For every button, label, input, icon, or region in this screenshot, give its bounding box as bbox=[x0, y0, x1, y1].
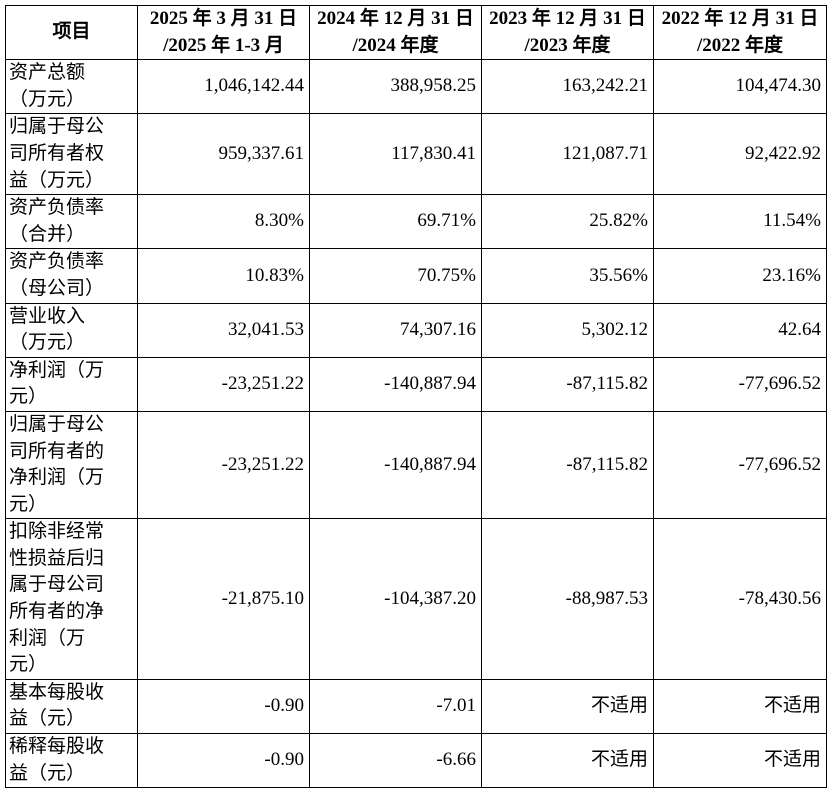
page: {"table": { "header": [ ["项目"], ["2025 年… bbox=[5, 4, 827, 788]
header-text: /2023 年度 bbox=[524, 34, 611, 56]
header-text: /2025 年 1-3 月 bbox=[163, 34, 284, 56]
value-cell: 23.16% bbox=[653, 248, 827, 304]
row-label-text: 资产负债率（合并） bbox=[9, 197, 105, 245]
value-cell: 42.64 bbox=[653, 302, 827, 358]
row-label: 资产负债率（合并） bbox=[5, 194, 138, 250]
table-body: 资产总额（万元） 1,046,142.44 388,958.25 163,242.21… bbox=[5, 59, 827, 788]
value-cell: 32,041.53 bbox=[137, 302, 310, 358]
header-text: 2024 年 12 月 31 日 bbox=[317, 8, 474, 29]
table-row: 基本每股收益（元） -0.90 -7.01 不适用 不适用 bbox=[5, 678, 827, 735]
value-cell: -23,251.22 bbox=[137, 356, 310, 412]
header-text: 2025 年 3 月 31 日 bbox=[149, 8, 298, 29]
row-label: 资产总额（万元） bbox=[5, 59, 138, 115]
header-text: 项目 bbox=[52, 21, 91, 43]
value-cell: 35.56% bbox=[481, 248, 654, 304]
header-cell: 2024 年 12 月 31 日/2024 年度 bbox=[309, 4, 482, 61]
value-cell: 69.71% bbox=[309, 194, 482, 250]
value-cell: 8.30% bbox=[137, 194, 310, 250]
header-text: /2024 年度 bbox=[352, 34, 439, 56]
value-cell: 92,422.92 bbox=[653, 113, 827, 196]
value-cell: 74,307.16 bbox=[309, 302, 482, 358]
value-cell: 5,302.12 bbox=[481, 302, 654, 358]
row-label: 营业收入（万元） bbox=[5, 302, 138, 358]
row-label-text: 资产负债率（母公司） bbox=[9, 251, 105, 299]
value-cell: 不适用 bbox=[481, 733, 654, 788]
table-row: 资产负债率（合并） 8.30% 69.71% 25.82% 11.54% bbox=[5, 194, 827, 250]
value-cell: -6.66 bbox=[309, 733, 482, 788]
row-label-text: 稀释每股收益（元） bbox=[9, 736, 105, 784]
value-cell: 25.82% bbox=[481, 194, 654, 250]
table-row: 资产负债率（母公司） 10.83% 70.75% 35.56% 23.16% bbox=[5, 248, 827, 304]
row-label: 净利润（万元） bbox=[5, 356, 138, 412]
value-cell: -78,430.56 bbox=[653, 518, 827, 680]
header-row: 项目 2025 年 3 月 31 日/2025 年 1-3 月 2024 年 12 … bbox=[5, 4, 827, 61]
row-label: 稀释每股收益（元） bbox=[5, 733, 138, 788]
table-row: 归属于母公司所有者权益（万元） 959,337.61 117,830.41 121,0… bbox=[5, 113, 827, 196]
row-label-text: 基本每股收益（元） bbox=[9, 681, 105, 730]
header-cell: 项目 bbox=[5, 4, 138, 61]
value-cell: 959,337.61 bbox=[137, 113, 310, 196]
value-cell: -23,251.22 bbox=[137, 410, 310, 520]
value-cell: -87,115.82 bbox=[481, 356, 654, 412]
table-row: 稀释每股收益（元） -0.90 -6.66 不适用 不适用 bbox=[5, 733, 827, 788]
header-text: 2022 年 12 月 31 日 bbox=[661, 8, 819, 29]
row-label-text: 扣除非经常性损益后归属于母公司所有者的净利润（万元） bbox=[9, 521, 105, 676]
value-cell: -104,387.20 bbox=[309, 518, 482, 680]
header-cell: 2025 年 3 月 31 日/2025 年 1-3 月 bbox=[137, 4, 310, 61]
value-cell: 104,474.30 bbox=[653, 59, 827, 115]
value-cell: -7.01 bbox=[309, 678, 482, 735]
value-cell: -88,987.53 bbox=[481, 518, 654, 680]
value-cell: -21,875.10 bbox=[137, 518, 310, 680]
header-text: 2023 年 12 月 31 日 bbox=[489, 8, 646, 29]
table-row: 资产总额（万元） 1,046,142.44 388,958.25 163,242.21… bbox=[5, 59, 827, 115]
value-cell: -0.90 bbox=[137, 733, 310, 788]
row-label-text: 归属于母公司所有者权益（万元） bbox=[9, 116, 105, 191]
value-cell: 11.54% bbox=[653, 194, 827, 250]
table-row: 营业收入（万元） 32,041.53 74,307.16 5,302.12 42.64 bbox=[5, 302, 827, 358]
row-label: 资产负债率（母公司） bbox=[5, 248, 138, 304]
row-label: 归属于母公司所有者权益（万元） bbox=[5, 113, 138, 196]
header-cell: 2022 年 12 月 31 日/2022 年度 bbox=[653, 4, 827, 61]
row-label-text: 资产总额（万元） bbox=[9, 62, 86, 110]
value-cell: -140,887.94 bbox=[309, 356, 482, 412]
value-cell: 不适用 bbox=[653, 733, 827, 788]
value-cell: 117,830.41 bbox=[309, 113, 482, 196]
value-cell: 不适用 bbox=[481, 678, 654, 735]
row-label: 归属于母公司所有者的净利润（万元） bbox=[5, 410, 138, 520]
table-row: 扣除非经常性损益后归属于母公司所有者的净利润（万元） -21,875.10 -104… bbox=[5, 518, 827, 680]
header-text: /2022 年度 bbox=[696, 34, 784, 56]
value-cell: 163,242.21 bbox=[481, 59, 654, 115]
value-cell: 70.75% bbox=[309, 248, 482, 304]
value-cell: 1,046,142.44 bbox=[137, 59, 310, 115]
row-label: 基本每股收益（元） bbox=[5, 678, 138, 735]
row-label-text: 归属于母公司所有者的净利润（万元） bbox=[9, 413, 105, 515]
value-cell: -140,887.94 bbox=[309, 410, 482, 520]
row-label-text: 营业收入（万元） bbox=[9, 305, 86, 354]
value-cell: -77,696.52 bbox=[653, 356, 827, 412]
value-cell: 不适用 bbox=[653, 678, 827, 735]
value-cell: -0.90 bbox=[137, 678, 310, 735]
table-row: 净利润（万元） -23,251.22 -140,887.94 -87,115.82 -7… bbox=[5, 356, 827, 412]
row-label: 扣除非经常性损益后归属于母公司所有者的净利润（万元） bbox=[5, 518, 138, 680]
financial-table: 项目 2025 年 3 月 31 日/2025 年 1-3 月 2024 年 12 … bbox=[5, 4, 827, 788]
value-cell: 121,087.71 bbox=[481, 113, 654, 196]
table-row: 归属于母公司所有者的净利润（万元） -23,251.22 -140,887.94 -8… bbox=[5, 410, 827, 520]
value-cell: -87,115.82 bbox=[481, 410, 654, 520]
header-cell: 2023 年 12 月 31 日/2023 年度 bbox=[481, 4, 654, 61]
value-cell: 388,958.25 bbox=[309, 59, 482, 115]
value-cell: 10.83% bbox=[137, 248, 310, 304]
value-cell: -77,696.52 bbox=[653, 410, 827, 520]
row-label-text: 净利润（万元） bbox=[9, 359, 105, 408]
